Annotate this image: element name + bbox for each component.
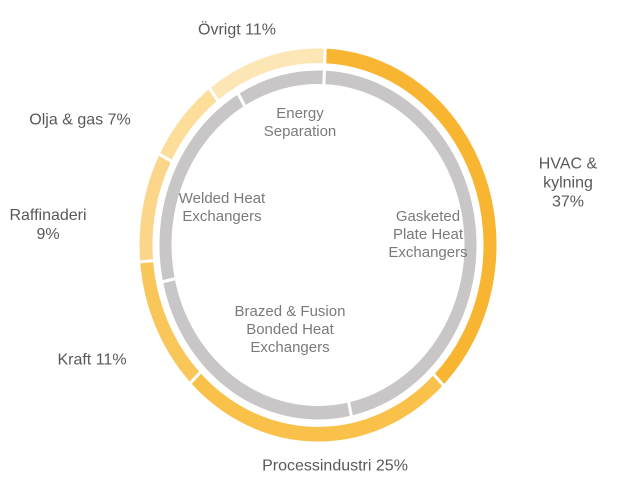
inner-label: Welded Heat Exchangers — [178, 190, 266, 225]
label-name: Övrigt — [198, 21, 241, 39]
outer-label: Kraft 11% — [32, 351, 152, 370]
label-name: Processindustri — [262, 457, 372, 475]
label-value: 7% — [107, 111, 131, 129]
label-value: 11% — [245, 21, 276, 39]
outer-label: Olja & gas 7% — [10, 111, 150, 130]
outer-label: HVAC & kylning 37% — [528, 155, 608, 212]
segment — [235, 67, 326, 110]
inner-label: Energy Separation — [263, 105, 337, 140]
inner-label: Brazed & Fusion Bonded Heat Exchangers — [234, 303, 346, 356]
label-value: 37% — [551, 193, 585, 211]
label-value: 9% — [36, 226, 60, 243]
label-name: HVAC & kylning — [538, 155, 598, 192]
label-name: Raffinaderi — [9, 207, 87, 224]
segment — [206, 45, 327, 104]
label-value: 25% — [375, 457, 408, 475]
label-name: Olja & gas — [29, 111, 104, 129]
segment — [156, 90, 248, 284]
label-value: 11% — [95, 351, 127, 369]
outer-label: Övrigt 11% — [177, 21, 297, 40]
outer-label: Raffinaderi 9% — [0, 206, 98, 244]
label-name: Kraft — [57, 351, 92, 369]
inner-label: Gasketed Plate Heat Exchangers — [388, 208, 468, 261]
outer-label: Processindustri 25% — [215, 457, 455, 476]
